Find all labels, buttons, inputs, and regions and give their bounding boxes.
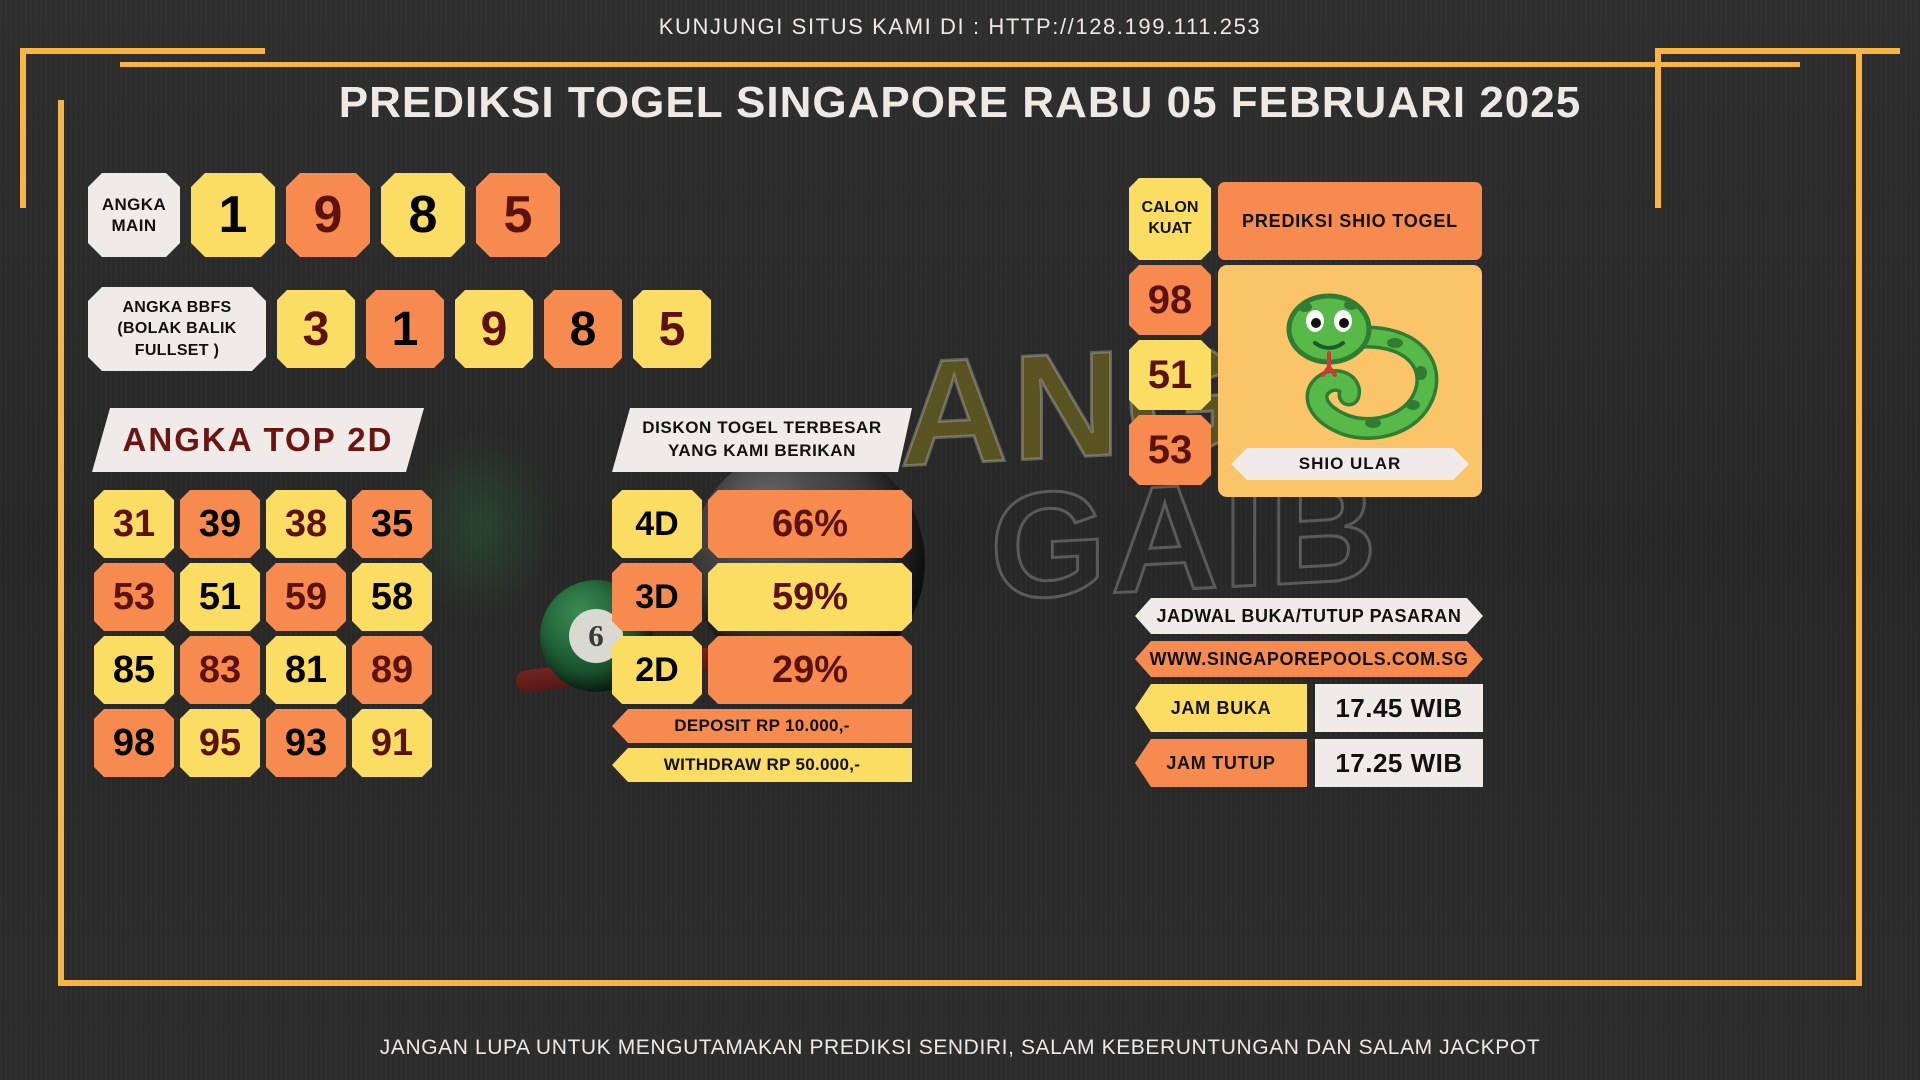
angka-top-2d-cell: 85	[94, 636, 174, 704]
jam-tutup-label: JAM TUTUP	[1135, 739, 1307, 787]
angka-bbfs-label-line2: (BOLAK BALIK	[117, 320, 237, 338]
angka-top-2d-cell: 53	[94, 563, 174, 631]
angka-main-digit: 5	[476, 173, 560, 257]
angka-bbfs-section: ANGKA BBFS (BOLAK BALIK FULLSET ) 3 1 9 …	[88, 287, 711, 371]
diskon-title-line1: DISKON TOGEL TERBESAR	[642, 418, 882, 438]
calon-kuat-label: CALON KUAT	[1129, 178, 1211, 260]
calon-kuat-label-line1: CALON	[1141, 199, 1199, 217]
shio-header: PREDIKSI SHIO TOGEL	[1218, 182, 1482, 260]
angka-top-2d-cell: 93	[266, 709, 346, 777]
angka-top-2d-cell: 98	[94, 709, 174, 777]
angka-top-2d-grid: 31 39 38 35 53 51 59 58 85 83 81 89 98 95 93 91	[94, 490, 432, 777]
angka-bbfs-label-line3: FULLSET )	[134, 341, 220, 359]
jam-buka-label: JAM BUKA	[1135, 684, 1307, 732]
withdraw-bar: WITHDRAW RP 50.000,-	[612, 748, 912, 782]
diskon-row: 3D 59%	[612, 563, 912, 631]
site-url-banner: KUNJUNGI SITUS KAMI DI : HTTP://128.199.…	[658, 14, 1262, 39]
diskon-title: DISKON TOGEL TERBESAR YANG KAMI BERIKAN	[612, 408, 912, 472]
calon-kuat-number: 98	[1129, 265, 1211, 335]
angka-bbfs-label-line1: ANGKA BBFS	[122, 298, 232, 316]
jadwal-title: JADWAL BUKA/TUTUP PASARAN	[1135, 598, 1483, 634]
diskon-percent-value: 66%	[708, 490, 912, 558]
angka-bbfs-label: ANGKA BBFS (BOLAK BALIK FULLSET )	[88, 287, 266, 371]
diskon-rows: 4D 66% 3D 59% 2D 29% DEPOSIT RP 10.000,- WITHDR…	[612, 490, 912, 782]
calon-kuat-number: 53	[1129, 415, 1211, 485]
angka-top-2d-cell: 81	[266, 636, 346, 704]
angka-main-label: ANGKA MAIN	[88, 173, 180, 257]
angka-main-digit: 1	[191, 173, 275, 257]
diskon-row: 4D 66%	[612, 490, 912, 558]
angka-bbfs-digit: 8	[544, 290, 622, 368]
angka-top-2d-cell: 31	[94, 490, 174, 558]
jam-tutup-value: 17.25 WIB	[1315, 739, 1483, 787]
shio-name-badge: SHIO ULAR	[1231, 448, 1469, 480]
angka-bbfs-digit: 9	[455, 290, 533, 368]
jadwal-section: JADWAL BUKA/TUTUP PASARAN WWW.SINGAPOREP…	[1135, 598, 1483, 787]
diskon-row: 2D 29%	[612, 636, 912, 704]
angka-top-2d-cell: 38	[266, 490, 346, 558]
angka-main-digit: 9	[286, 173, 370, 257]
calon-kuat-label-line2: KUAT	[1148, 220, 1192, 237]
angka-bbfs-digit: 5	[633, 290, 711, 368]
deposit-bar: DEPOSIT RP 10.000,-	[612, 709, 912, 743]
angka-top-2d-cell: 51	[180, 563, 260, 631]
angka-main-section: ANGKA MAIN 1 9 8 5	[88, 173, 560, 257]
angka-top-2d-cell: 59	[266, 563, 346, 631]
diskon-type-label: 4D	[612, 490, 702, 558]
angka-top-2d-cell: 95	[180, 709, 260, 777]
page-title: PREDIKSI TOGEL SINGAPORE RABU 05 FEBRUAR…	[338, 78, 1582, 127]
calon-kuat-number: 51	[1129, 340, 1211, 410]
jam-buka-value: 17.45 WIB	[1315, 684, 1483, 732]
calon-kuat-section: CALON KUAT 98 51 53	[1129, 178, 1211, 485]
angka-top-2d-title: ANGKA TOP 2D	[92, 408, 424, 472]
jam-tutup-row: JAM TUTUP 17.25 WIB	[1135, 739, 1483, 787]
angka-top-2d-cell: 89	[352, 636, 432, 704]
snake-icon	[1286, 293, 1439, 440]
jam-buka-row: JAM BUKA 17.45 WIB	[1135, 684, 1483, 732]
diskon-percent-value: 59%	[708, 563, 912, 631]
angka-top-2d-cell: 35	[352, 490, 432, 558]
diskon-type-label: 2D	[612, 636, 702, 704]
angka-main-digit: 8	[381, 173, 465, 257]
diskon-type-label: 3D	[612, 563, 702, 631]
angka-top-2d-cell: 39	[180, 490, 260, 558]
jadwal-website[interactable]: WWW.SINGAPOREPOOLS.COM.SG	[1135, 641, 1483, 677]
diskon-title-line2: YANG KAMI BERIKAN	[667, 441, 857, 460]
angka-bbfs-digit: 1	[366, 290, 444, 368]
angka-top-2d-cell: 91	[352, 709, 432, 777]
footer-note: JANGAN LUPA UNTUK MENGUTAMAKAN PREDIKSI …	[379, 1036, 1541, 1059]
diskon-percent-value: 29%	[708, 636, 912, 704]
angka-bbfs-digit: 3	[277, 290, 355, 368]
angka-top-2d-cell: 58	[352, 563, 432, 631]
angka-top-2d-cell: 83	[180, 636, 260, 704]
